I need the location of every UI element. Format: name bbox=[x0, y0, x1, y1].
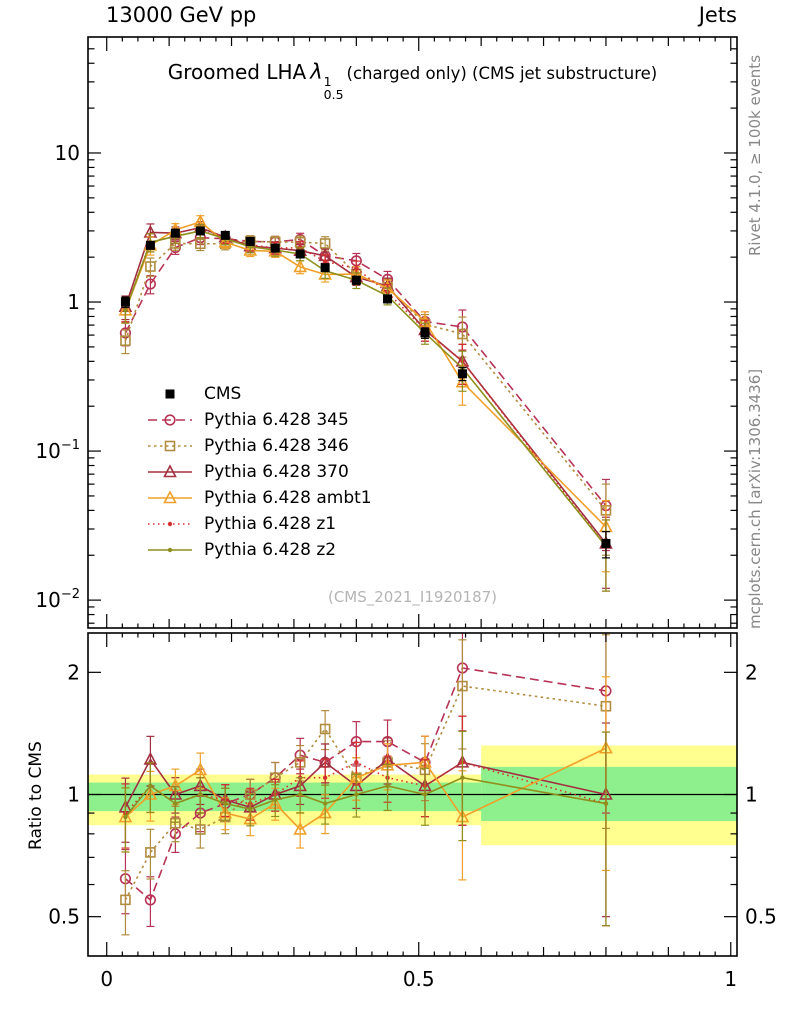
svg-text:0.5: 0.5 bbox=[48, 905, 80, 929]
main-panel-series bbox=[118, 214, 613, 592]
lambda-symbol: λ bbox=[310, 60, 323, 84]
legend-item-pythia-z2: Pythia 6.428 z2 bbox=[146, 537, 372, 563]
process-label: Jets bbox=[698, 3, 737, 27]
pythia-346-marker-icon bbox=[146, 437, 194, 455]
ratio-axis-label: Ratio to CMS bbox=[26, 741, 46, 850]
svg-text:0.5: 0.5 bbox=[403, 967, 435, 991]
rivet-version-note: Rivet 4.1.0, ≥ 100k events bbox=[746, 54, 764, 256]
analysis-id-watermark: (CMS_2021_I1920187) bbox=[327, 588, 498, 606]
legend-item-pythia-z1: Pythia 6.428 z1 bbox=[146, 511, 372, 537]
pythia-ambt1-marker-icon bbox=[146, 489, 194, 507]
pythia-z2-marker-icon bbox=[146, 541, 194, 559]
svg-text:0.5: 0.5 bbox=[745, 905, 777, 929]
svg-text:1: 1 bbox=[67, 290, 80, 314]
legend-item-pythia-370: Pythia 6.428 370 bbox=[146, 459, 372, 485]
mcplots-credit-note: mcplots.cern.ch [arXiv:1306.3436] bbox=[746, 368, 764, 629]
pythia-370-marker-icon bbox=[146, 463, 194, 481]
lambda-exponents: 1 0.5 bbox=[323, 74, 344, 102]
legend-item-pythia-345: Pythia 6.428 345 bbox=[146, 407, 372, 433]
legend-label: CMS bbox=[204, 384, 242, 404]
ratio-uncertainty-bands bbox=[88, 745, 737, 846]
legend-label: Pythia 6.428 z2 bbox=[204, 540, 337, 560]
svg-text:10−2: 10−2 bbox=[35, 587, 80, 612]
title-text: Groomed LHA bbox=[167, 60, 307, 84]
legend-item-pythia-ambt1: Pythia 6.428 ambt1 bbox=[146, 485, 372, 511]
svg-text:10−1: 10−1 bbox=[35, 438, 80, 463]
lambda-superscript: 1 bbox=[323, 74, 332, 89]
plot-title: Groomed LHA λ 1 0.5 (charged only) (CMS jet … bbox=[88, 60, 737, 101]
svg-text:2: 2 bbox=[67, 660, 80, 684]
cms-marker-icon bbox=[146, 385, 194, 403]
svg-text:10: 10 bbox=[55, 141, 80, 165]
beam-energy-label: 13000 GeV pp bbox=[106, 3, 257, 27]
svg-text:0: 0 bbox=[100, 967, 113, 991]
title-suffix: (charged only) (CMS jet substructure) bbox=[346, 64, 658, 83]
svg-text:1: 1 bbox=[724, 967, 737, 991]
pythia-z1-marker-icon bbox=[146, 515, 194, 533]
legend-label: Pythia 6.428 346 bbox=[204, 436, 349, 456]
svg-text:2: 2 bbox=[745, 660, 758, 684]
pythia-345-marker-icon bbox=[146, 411, 194, 429]
ratio-panel-series bbox=[118, 633, 613, 936]
legend-label: Pythia 6.428 370 bbox=[204, 462, 349, 482]
svg-text:1: 1 bbox=[67, 783, 80, 807]
legend-item-cms: CMS bbox=[146, 381, 372, 407]
main-panel-frame bbox=[87, 36, 738, 629]
svg-text:1: 1 bbox=[745, 783, 758, 807]
legend-label: Pythia 6.428 z1 bbox=[204, 514, 337, 534]
legend-item-pythia-346: Pythia 6.428 346 bbox=[146, 433, 372, 459]
legend-label: Pythia 6.428 ambt1 bbox=[204, 488, 372, 508]
lambda-subscript: 0.5 bbox=[323, 86, 344, 102]
legend-label: Pythia 6.428 345 bbox=[204, 410, 349, 430]
legend: CMS Pythia 6.428 345 Pythia 6.428 346 Py… bbox=[146, 381, 372, 563]
